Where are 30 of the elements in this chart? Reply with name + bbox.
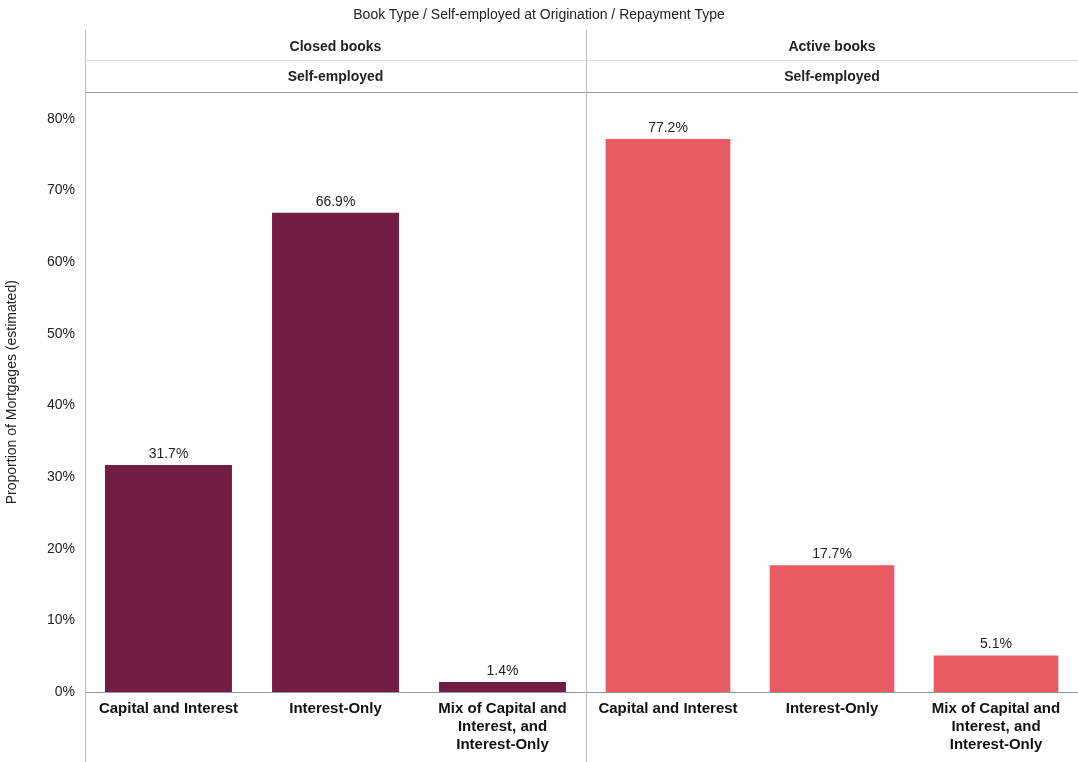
y-tick-label: 20% bbox=[46, 539, 75, 556]
bar bbox=[272, 212, 399, 692]
data-label: 77.2% bbox=[648, 118, 688, 135]
y-tick-label: 10% bbox=[46, 611, 75, 628]
chart-title: Closed books bbox=[288, 38, 383, 54]
y-tick-label: 50% bbox=[46, 324, 75, 341]
x-tick-label: Interest-Only bbox=[289, 699, 383, 717]
x-tick-label: Mix of Capital and Interest, and Interest-Only bbox=[438, 699, 567, 753]
y-tick-label: 80% bbox=[46, 109, 75, 126]
chart-subtitle: Self-employed bbox=[783, 68, 881, 84]
x-tick-label: Capital and Interest bbox=[598, 699, 738, 717]
y-tick-label: 60% bbox=[46, 253, 75, 270]
y-tick-label: 40% bbox=[46, 396, 75, 413]
data-label: 17.7% bbox=[812, 545, 852, 562]
data-label: 66.9% bbox=[315, 192, 356, 209]
x-tick-label: Interest-Only bbox=[785, 699, 879, 717]
x-tick-label: Mix of Capital and Interest, and Interest-Only bbox=[931, 699, 1061, 753]
bar bbox=[439, 681, 566, 692]
data-label: 31.7% bbox=[148, 444, 189, 461]
text: Book Type / Self-employed at Origination / Repayment Type bbox=[352, 6, 726, 22]
data-label: 1.4% bbox=[486, 661, 519, 678]
data-label: 5.1% bbox=[980, 635, 1012, 652]
y-tick-label: 70% bbox=[46, 181, 75, 198]
chart-title: Active books bbox=[787, 38, 877, 54]
y-tick-label: 0% bbox=[54, 682, 75, 699]
chart-subtitle: Self-employed bbox=[286, 68, 385, 84]
x-tick-label: Capital and Interest bbox=[98, 699, 239, 717]
y-tick-label: 30% bbox=[46, 467, 75, 484]
bar bbox=[105, 464, 232, 692]
y-axis-title: Proportion of Mortgages (estimated) bbox=[3, 280, 20, 505]
